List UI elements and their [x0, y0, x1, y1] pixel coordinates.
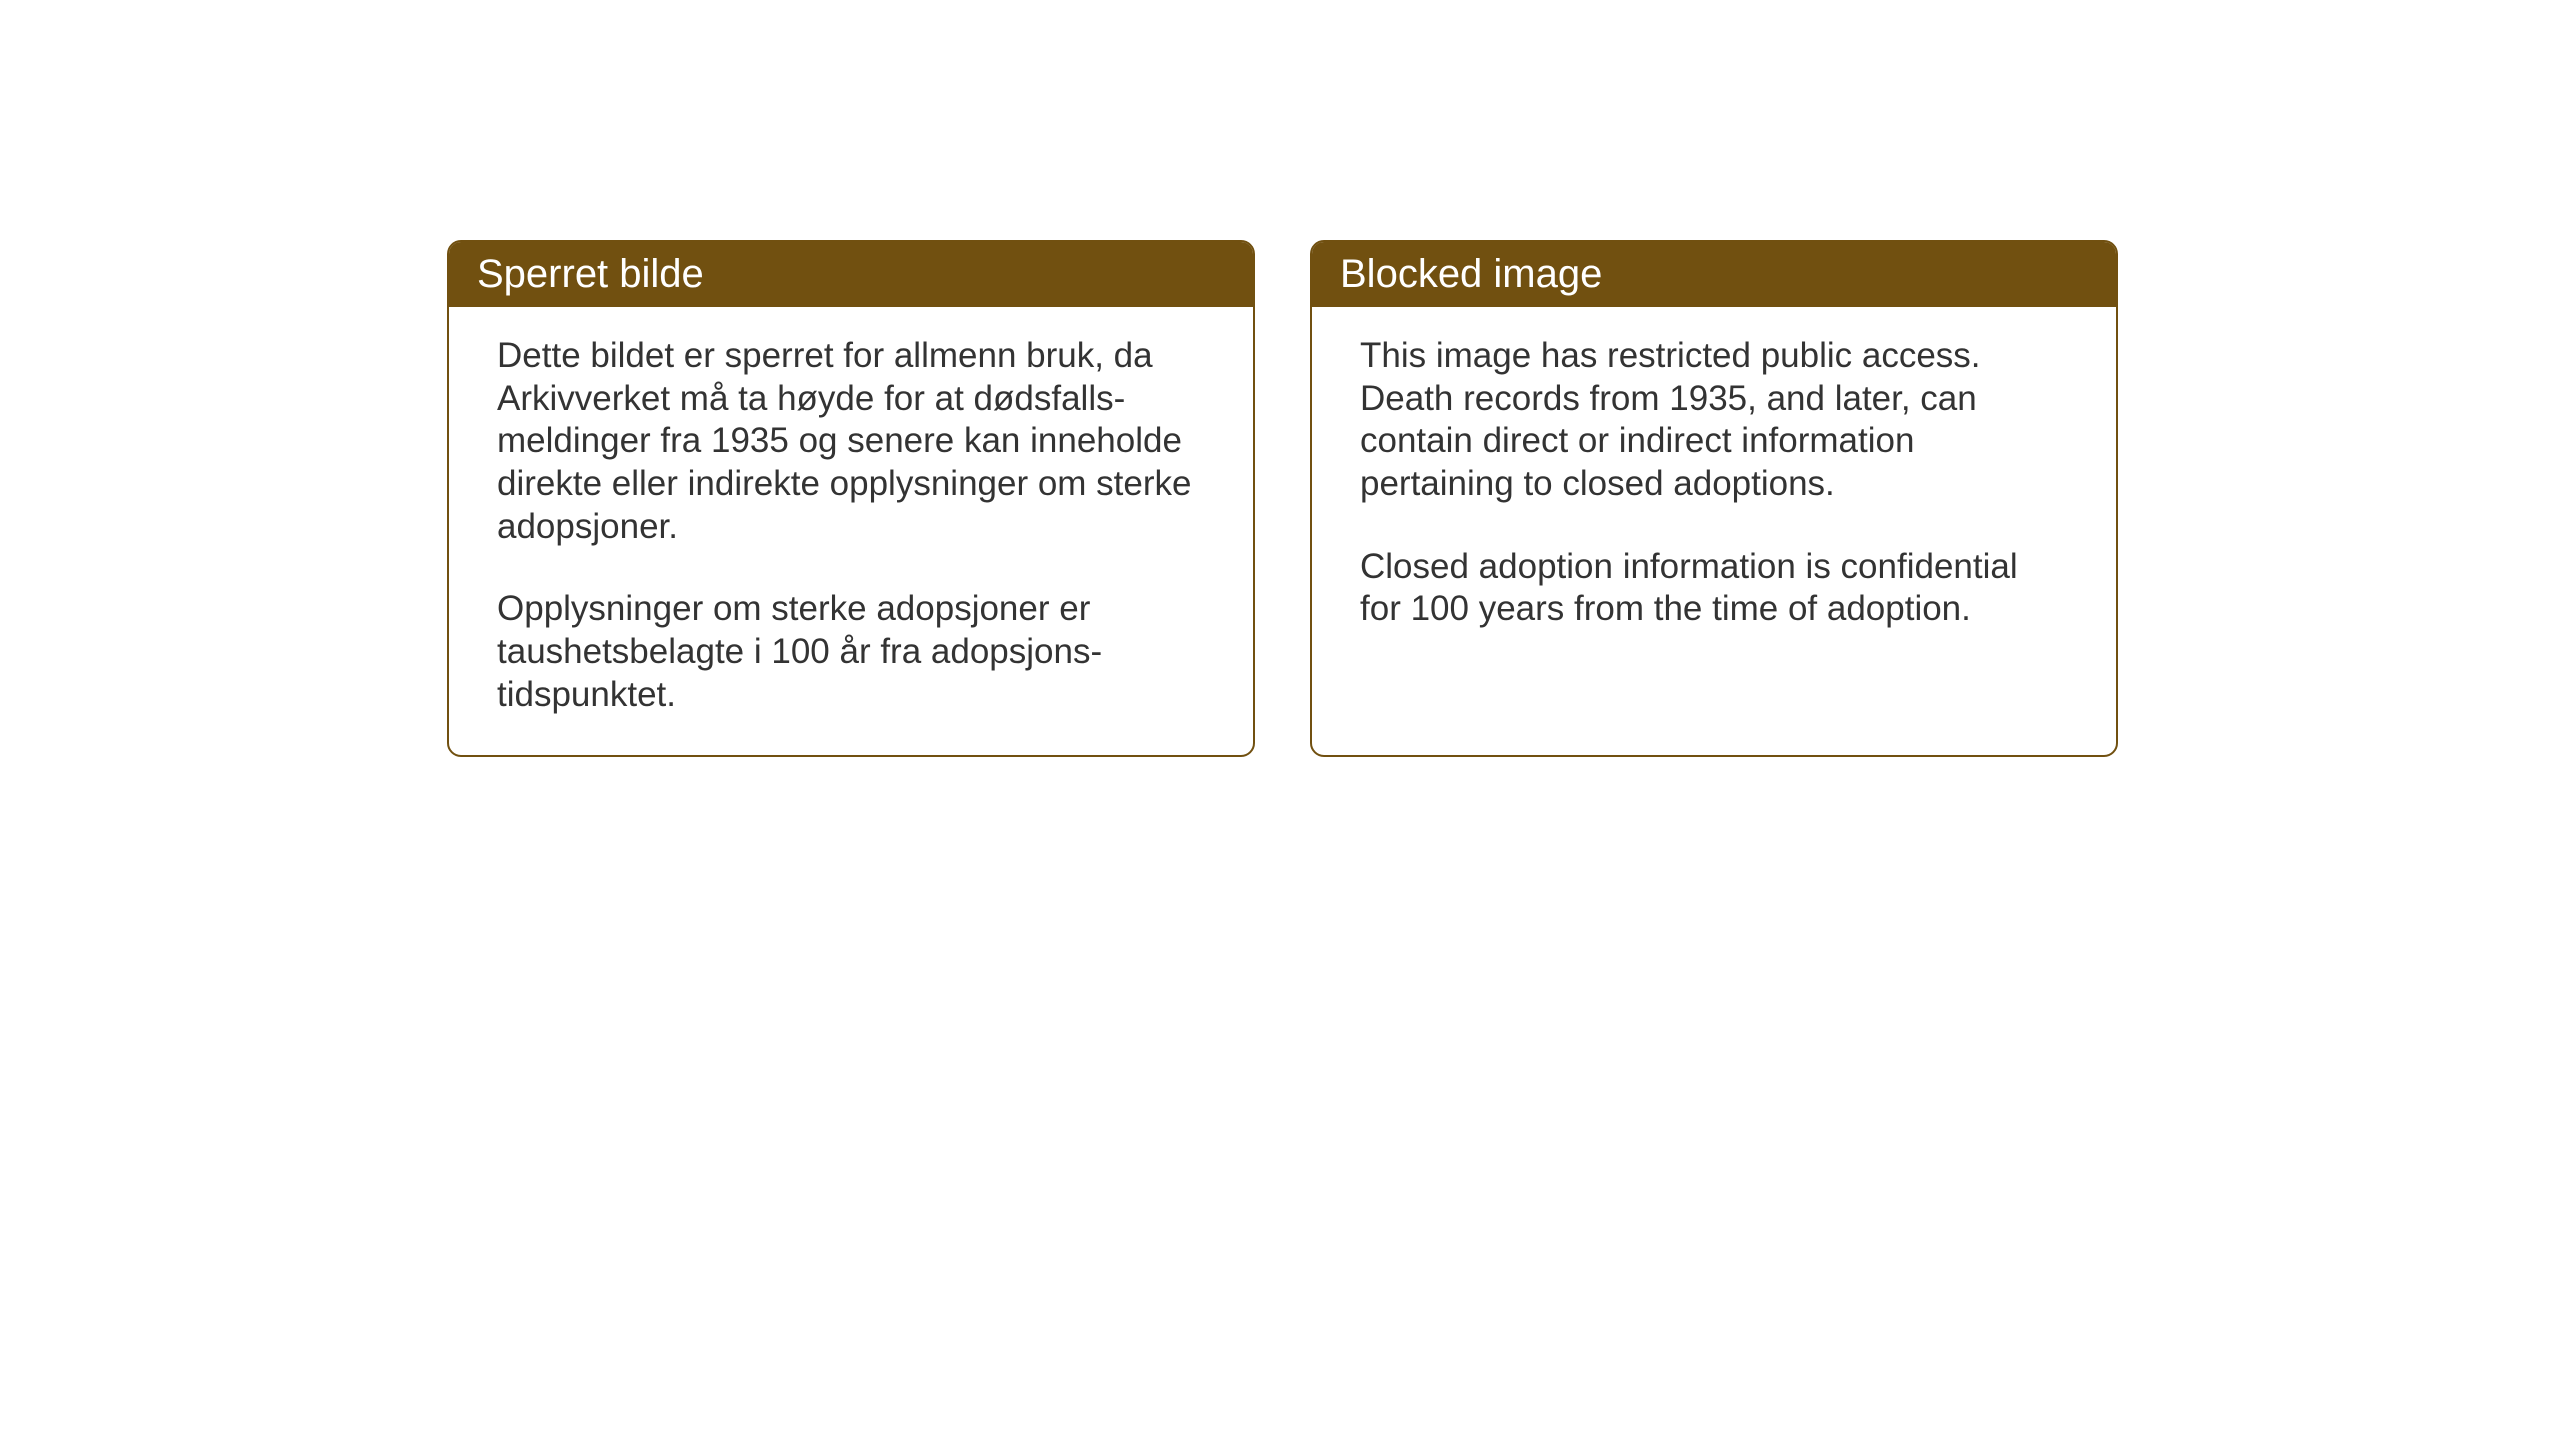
notice-title-norwegian: Sperret bilde [477, 252, 704, 296]
notice-body-norwegian: Dette bildet er sperret for allmenn bruk… [449, 307, 1253, 755]
notice-header-english: Blocked image [1312, 242, 2116, 307]
notice-card-english: Blocked image This image has restricted … [1310, 240, 2118, 757]
notice-paragraph-1-english: This image has restricted public access.… [1360, 335, 2068, 506]
notice-paragraph-1-norwegian: Dette bildet er sperret for allmenn bruk… [497, 335, 1205, 548]
notice-paragraph-2-norwegian: Opplysninger om sterke adopsjoner er tau… [497, 588, 1205, 716]
notice-body-english: This image has restricted public access.… [1312, 307, 2116, 755]
notice-paragraph-2-english: Closed adoption information is confident… [1360, 546, 2068, 631]
notice-card-norwegian: Sperret bilde Dette bildet er sperret fo… [447, 240, 1255, 757]
notice-header-norwegian: Sperret bilde [449, 242, 1253, 307]
notice-container: Sperret bilde Dette bildet er sperret fo… [0, 0, 2560, 757]
notice-title-english: Blocked image [1340, 252, 1602, 296]
